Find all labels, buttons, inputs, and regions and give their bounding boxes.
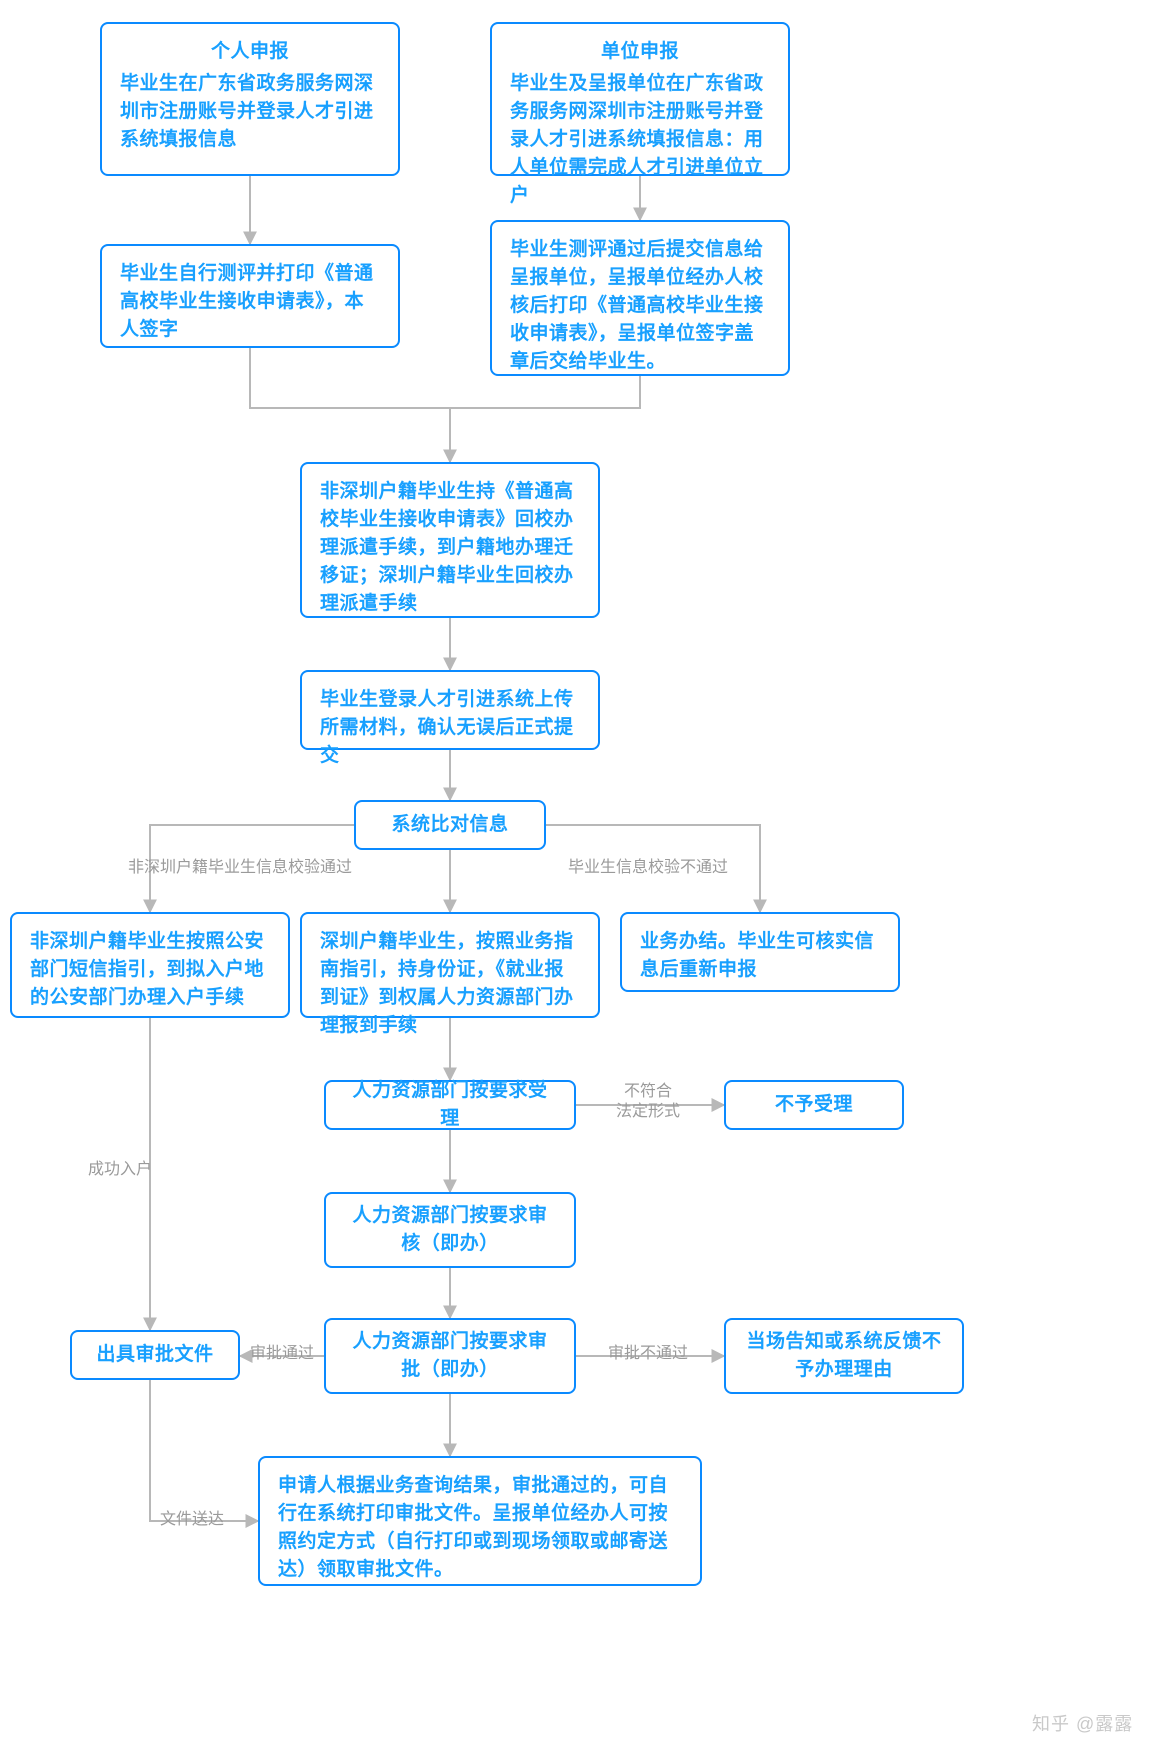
flow-node-n13: 人力资源部门按要求审核（即办） [324,1192,576,1268]
flow-node-title: 单位申报 [510,38,770,66]
flow-edge-e3b [450,376,640,408]
flow-node-n8: 非深圳户籍毕业生按照公安部门短信指引，到拟入户地的公安部门办理入户手续 [10,912,290,1018]
flow-node-n12: 不予受理 [724,1080,904,1130]
flow-edge-label-e10: 不符合 法定形式 [616,1082,680,1122]
flow-node-n1: 个人申报毕业生在广东省政务服务网深圳市注册账号并登录人才引进系统填报信息 [100,22,400,176]
flow-node-n5: 非深圳户籍毕业生持《普通高校毕业生接收申请表》回校办理派遣手续，到户籍地办理迁移… [300,462,600,618]
flow-node-text: 非深圳户籍毕业生按照公安部门短信指引，到拟入户地的公安部门办理入户手续 [30,928,270,1012]
flow-node-text: 人力资源部门按要求受理 [344,1077,556,1133]
flow-node-text: 不予受理 [775,1091,853,1119]
flow-node-text: 人力资源部门按要求审核（即办） [344,1202,556,1258]
flow-edge-label-e6: 非深圳户籍毕业生信息校验通过 [128,858,352,878]
flow-edge-label-e14: 审批不通过 [608,1344,688,1364]
watermark: 知乎 @露露 [1032,1710,1133,1736]
flow-edge-label-e17: 文件送达 [160,1510,224,1530]
flow-node-text: 毕业生测评通过后提交信息给呈报单位，呈报单位经办人校核后打印《普通高校毕业生接收… [510,236,770,376]
flowchart-canvas: 知乎 @露露 个人申报毕业生在广东省政务服务网深圳市注册账号并登录人才引进系统填… [0,0,1172,1756]
flow-node-text: 毕业生及呈报单位在广东省政务服务网深圳市注册账号并登录人才引进系统填报信息：用人… [510,70,770,210]
flow-node-text: 人力资源部门按要求审批（即办） [344,1328,556,1384]
flow-edge-label-e16: 成功入户 [88,1160,152,1180]
flow-edge-label-e8: 毕业生信息校验不通过 [568,858,728,878]
flow-node-title: 个人申报 [120,38,380,66]
flow-node-text: 非深圳户籍毕业生持《普通高校毕业生接收申请表》回校办理派遣手续，到户籍地办理迁移… [320,478,580,618]
flow-node-n16: 当场告知或系统反馈不予办理理由 [724,1318,964,1394]
flow-node-text: 毕业生自行测评并打印《普通高校毕业生接收申请表》，本人签字 [120,260,380,344]
flow-edge-label-e13: 审批通过 [250,1344,314,1364]
flow-node-text: 毕业生登录人才引进系统上传所需材料，确认无误后正式提交 [320,686,580,770]
flow-node-text: 业务办结。毕业生可核实信息后重新申报 [640,928,880,984]
flow-node-text: 当场告知或系统反馈不予办理理由 [744,1328,944,1384]
flow-node-n9: 深圳户籍毕业生，按照业务指南指引，持身份证，《就业报到证》到权属人力资源部门办理… [300,912,600,1018]
flow-node-n10: 业务办结。毕业生可核实信息后重新申报 [620,912,900,992]
flow-node-n2: 单位申报毕业生及呈报单位在广东省政务服务网深圳市注册账号并登录人才引进系统填报信… [490,22,790,176]
flow-node-n4: 毕业生测评通过后提交信息给呈报单位，呈报单位经办人校核后打印《普通高校毕业生接收… [490,220,790,376]
flow-node-n15: 人力资源部门按要求审批（即办） [324,1318,576,1394]
flow-edge-e17 [150,1380,258,1521]
flow-node-n3: 毕业生自行测评并打印《普通高校毕业生接收申请表》，本人签字 [100,244,400,348]
flow-node-n14: 出具审批文件 [70,1330,240,1380]
flow-node-text: 系统比对信息 [391,811,508,839]
flow-node-text: 毕业生在广东省政务服务网深圳市注册账号并登录人才引进系统填报信息 [120,70,380,154]
flow-node-n17: 申请人根据业务查询结果，审批通过的，可自行在系统打印审批文件。呈报单位经办人可按… [258,1456,702,1586]
flow-node-n6: 毕业生登录人才引进系统上传所需材料，确认无误后正式提交 [300,670,600,750]
flow-node-n7: 系统比对信息 [354,800,546,850]
flow-node-text: 申请人根据业务查询结果，审批通过的，可自行在系统打印审批文件。呈报单位经办人可按… [278,1472,682,1584]
flow-node-n11: 人力资源部门按要求受理 [324,1080,576,1130]
flow-node-text: 出具审批文件 [96,1341,213,1369]
flow-edge-e3a [250,348,450,408]
flow-node-text: 深圳户籍毕业生，按照业务指南指引，持身份证，《就业报到证》到权属人力资源部门办理… [320,928,580,1040]
